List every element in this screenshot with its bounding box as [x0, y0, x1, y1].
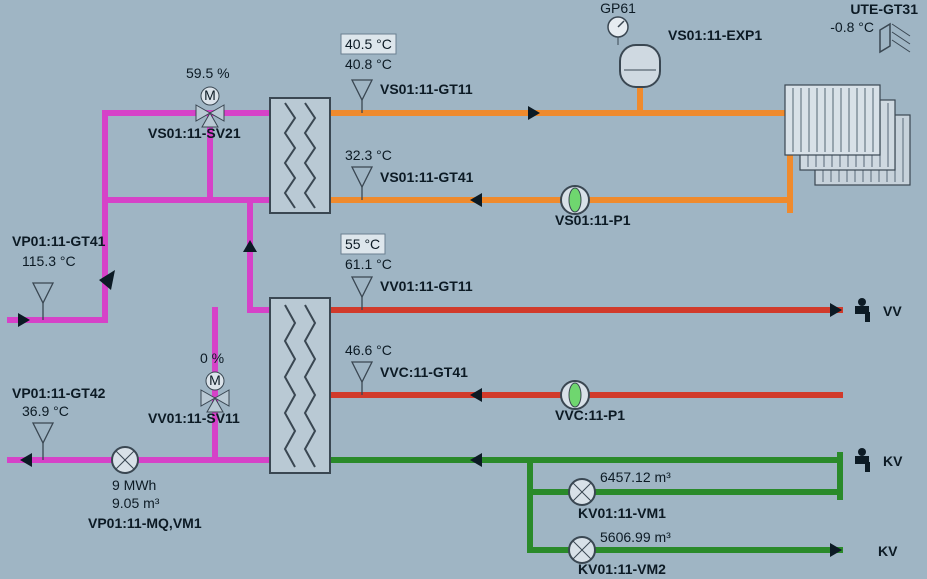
vp-gt41-value[interactable]: 115.3 °C — [22, 253, 76, 269]
ute-gt31-label: UTE-GT31 — [850, 1, 918, 17]
svg-text:M: M — [209, 372, 221, 388]
vv-gt11-value[interactable]: 61.1 °C — [345, 256, 392, 272]
vp-gt41-label: VP01:11-GT41 — [12, 233, 106, 249]
hvac-diagram: M M GP61 VV KV — [0, 0, 927, 579]
heat-exchanger-2 — [270, 298, 330, 473]
svg-text:M: M — [204, 87, 216, 103]
pump-vs-p1[interactable] — [561, 186, 589, 214]
kv2-tag: KV — [878, 543, 898, 559]
flow-meter-mq — [112, 447, 138, 473]
flow-meter-vm1 — [569, 479, 595, 505]
pump-vvc-p1[interactable] — [561, 381, 589, 409]
vv-gt11-sp[interactable]: 55 °C — [345, 236, 380, 252]
vs-gt41-label: VS01:11-GT41 — [380, 169, 474, 185]
vvc-gt41-label: VVC:11-GT41 — [380, 364, 468, 380]
mq-energy[interactable]: 9 MWh — [112, 477, 156, 493]
valve-sv21[interactable]: M — [196, 87, 224, 127]
outdoor-sensor-icon — [880, 24, 910, 52]
mq-label: VP01:11-MQ,VM1 — [88, 515, 202, 531]
svg-text:GP61: GP61 — [600, 0, 636, 16]
kv-vm2-value[interactable]: 5606.99 m³ — [600, 529, 671, 545]
ute-gt31-value[interactable]: -0.8 °C — [830, 19, 874, 35]
kv-vm2-label: KV01:11-VM2 — [578, 561, 666, 577]
radiators — [785, 85, 910, 185]
mq-flow[interactable]: 9.05 m³ — [112, 495, 160, 511]
vs-gt41-value[interactable]: 32.3 °C — [345, 147, 392, 163]
probe-vp-gt42 — [33, 423, 53, 460]
svg-text:KV: KV — [883, 453, 903, 469]
kv-vm1-value[interactable]: 6457.12 m³ — [600, 469, 671, 485]
vs-gt11-value[interactable]: 40.8 °C — [345, 56, 392, 72]
heat-exchanger-1 — [270, 98, 330, 213]
faucet-vv: VV — [855, 298, 902, 322]
sv21-value[interactable]: 59.5 % — [186, 65, 230, 81]
vp-gt42-value[interactable]: 36.9 °C — [22, 403, 69, 419]
vvc-p1-label: VVC:11-P1 — [555, 407, 625, 423]
expansion-vessel — [620, 45, 660, 87]
faucet-kv: KV — [855, 448, 903, 472]
vvc-gt41-value[interactable]: 46.6 °C — [345, 342, 392, 358]
probe-vv-gt11 — [352, 277, 372, 310]
sv11-value[interactable]: 0 % — [200, 350, 224, 366]
svg-text:VV: VV — [883, 303, 902, 319]
vv-gt11-label: VV01:11-GT11 — [380, 278, 473, 294]
exp-label: VS01:11-EXP1 — [668, 27, 762, 43]
probe-vs-gt41 — [352, 167, 372, 200]
vp-gt42-label: VP01:11-GT42 — [12, 385, 106, 401]
vs-p1-label: VS01:11-P1 — [555, 212, 631, 228]
vs-gt11-label: VS01:11-GT11 — [380, 81, 473, 97]
sv21-label: VS01:11-SV21 — [148, 125, 241, 141]
flow-meter-vm2 — [569, 537, 595, 563]
sv11-label: VV01:11-SV11 — [148, 410, 240, 426]
probe-vp-gt41 — [33, 283, 53, 320]
probe-vvc-gt41 — [352, 362, 372, 395]
vs-gt11-sp[interactable]: 40.5 °C — [345, 36, 392, 52]
gauge-gp61: GP61 — [600, 0, 636, 45]
probe-vs-gt11 — [352, 80, 372, 113]
kv-vm1-label: KV01:11-VM1 — [578, 505, 666, 521]
